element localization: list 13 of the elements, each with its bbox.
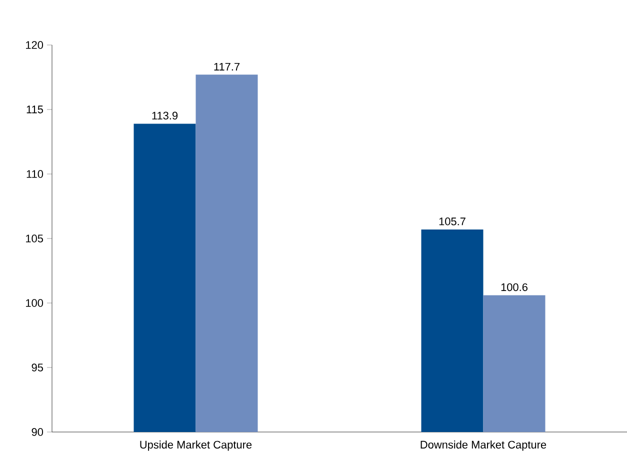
y-tick-label: 120 [26, 41, 44, 49]
y-tick-label: 110 [26, 170, 44, 178]
x-tick-label: Downside Market Capture [420, 440, 546, 451]
y-tick-label: 95 [32, 364, 44, 372]
data-label: 117.7 [214, 62, 240, 70]
y-tick-label: 100 [26, 299, 44, 307]
y-tick-label: 90 [32, 428, 44, 436]
data-label: 105.7 [439, 218, 466, 226]
data-label: 100.6 [501, 283, 528, 292]
y-tick-label: 105 [26, 234, 44, 242]
data-label: 113.9 [152, 112, 178, 120]
y-tick-label: 115 [26, 106, 44, 114]
x-tick-label: Upside Market Capture [140, 440, 252, 451]
